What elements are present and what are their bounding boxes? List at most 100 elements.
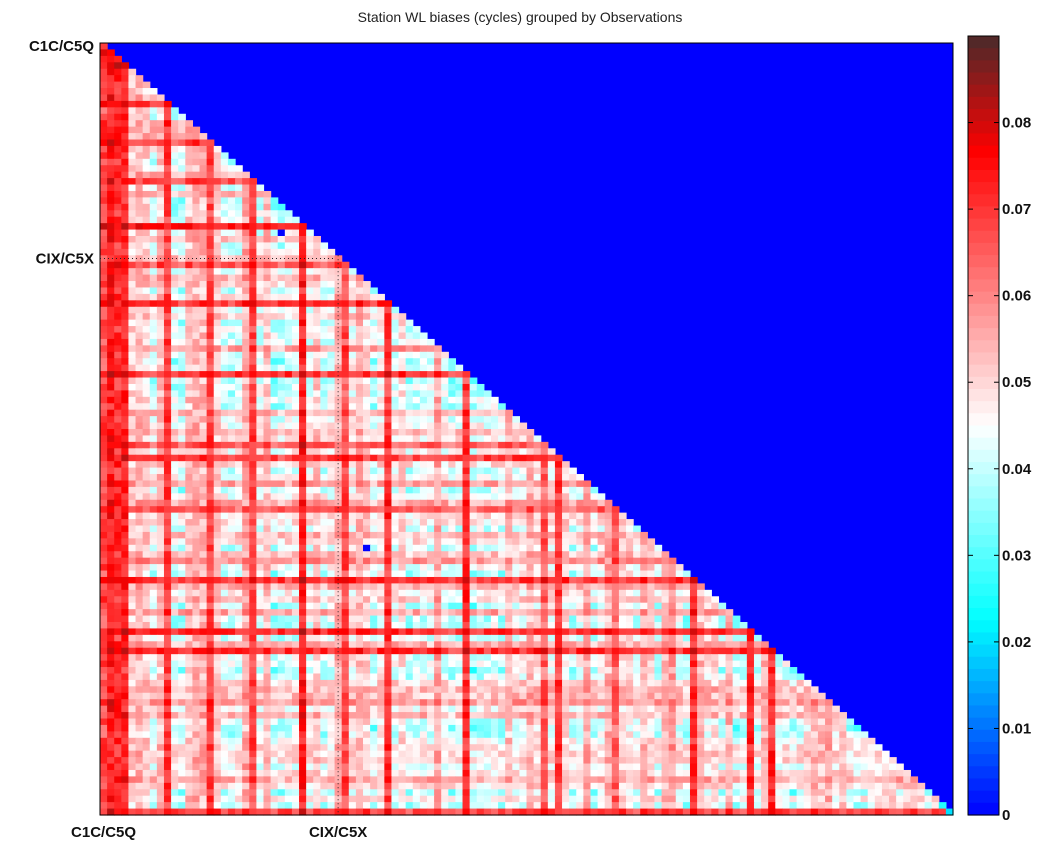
heatmap-cell xyxy=(689,647,698,655)
heatmap-cell xyxy=(299,519,307,527)
heatmap-cell xyxy=(505,667,513,675)
heatmap-cell xyxy=(554,647,563,655)
heatmap-cell xyxy=(249,319,257,327)
heatmap-cell xyxy=(398,628,407,636)
heatmap-cell xyxy=(135,538,144,546)
heatmap-cell xyxy=(178,551,186,559)
heatmap-cell xyxy=(363,499,371,507)
heatmap-cell xyxy=(206,531,215,539)
heatmap-cell xyxy=(256,647,265,655)
heatmap-cell xyxy=(384,416,393,424)
heatmap-cell xyxy=(270,628,279,636)
heatmap-cell xyxy=(341,493,350,501)
heatmap-cell xyxy=(121,634,130,642)
heatmap-cell xyxy=(114,596,122,604)
heatmap-cell xyxy=(405,396,414,404)
heatmap-cell xyxy=(370,493,378,501)
heatmap-cell xyxy=(284,403,293,411)
heatmap-cell xyxy=(128,622,137,630)
heatmap-cell xyxy=(327,673,336,681)
heatmap-cell xyxy=(455,576,464,584)
heatmap-cell xyxy=(135,133,144,141)
heatmap-cell xyxy=(220,634,229,642)
heatmap-cell xyxy=(171,480,179,488)
heatmap-cell xyxy=(192,306,201,314)
heatmap-cell xyxy=(341,506,350,514)
heatmap-cell xyxy=(291,422,300,430)
heatmap-cell xyxy=(199,448,208,456)
heatmap-cell xyxy=(682,634,691,642)
heatmap-cell xyxy=(249,461,257,469)
heatmap-cell xyxy=(220,229,229,237)
heatmap-cell xyxy=(533,519,542,527)
heatmap-cell xyxy=(441,371,449,379)
heatmap-cell xyxy=(135,461,144,469)
heatmap-cell xyxy=(199,544,208,552)
heatmap-cell xyxy=(213,223,222,231)
heatmap-cell xyxy=(640,615,648,623)
heatmap-cell xyxy=(128,628,137,636)
heatmap-cell xyxy=(576,493,584,501)
heatmap-cell xyxy=(334,422,343,430)
heatmap-cell xyxy=(235,551,243,559)
heatmap-cell xyxy=(405,332,414,340)
heatmap-cell xyxy=(291,667,300,675)
heatmap-cell xyxy=(476,506,485,514)
heatmap-cell xyxy=(291,589,300,597)
heatmap-cell xyxy=(299,371,307,379)
heatmap-cell xyxy=(185,236,194,244)
heatmap-cell xyxy=(163,364,172,372)
heatmap-cell xyxy=(263,351,272,359)
heatmap-cell xyxy=(327,300,336,308)
heatmap-cell xyxy=(348,332,357,340)
heatmap-cell xyxy=(476,544,485,552)
heatmap-cell xyxy=(220,210,229,218)
heatmap-cell xyxy=(213,519,222,527)
heatmap-cell xyxy=(142,210,151,218)
heatmap-cell xyxy=(313,332,321,340)
heatmap-cell xyxy=(213,538,222,546)
heatmap-cell xyxy=(483,512,492,520)
heatmap-cell xyxy=(121,94,130,102)
heatmap-cell xyxy=(291,499,300,507)
heatmap-cell xyxy=(135,229,144,237)
heatmap-cell xyxy=(100,351,108,359)
heatmap-cell xyxy=(114,133,122,141)
heatmap-cell xyxy=(199,261,208,269)
heatmap-cell xyxy=(107,409,115,417)
heatmap-cell xyxy=(149,126,158,134)
heatmap-cell xyxy=(235,364,243,372)
heatmap-cell xyxy=(163,576,172,584)
heatmap-cell xyxy=(412,506,421,514)
heatmap-cell xyxy=(398,667,407,675)
heatmap-cell xyxy=(114,647,122,655)
heatmap-cell xyxy=(149,557,158,565)
heatmap-cell xyxy=(476,647,485,655)
heatmap-cell xyxy=(462,615,471,623)
heatmap-cell xyxy=(306,467,314,475)
heatmap-cell xyxy=(100,435,108,443)
heatmap-cell xyxy=(370,557,378,565)
heatmap-cell xyxy=(448,377,457,385)
heatmap-cell xyxy=(114,564,122,572)
heatmap-cell xyxy=(142,326,151,334)
heatmap-cell xyxy=(498,422,506,430)
heatmap-cell xyxy=(306,441,314,449)
heatmap-cell xyxy=(640,634,648,642)
heatmap-cell xyxy=(142,133,151,141)
heatmap-cell xyxy=(263,544,272,552)
heatmap-cell xyxy=(299,236,307,244)
heatmap-cell xyxy=(121,499,130,507)
heatmap-cell xyxy=(434,435,442,443)
heatmap-cell xyxy=(583,589,592,597)
heatmap-cell xyxy=(462,583,471,591)
heatmap-cell xyxy=(618,634,627,642)
heatmap-cell xyxy=(519,525,528,533)
heatmap-cell xyxy=(498,409,506,417)
heatmap-cell xyxy=(213,654,222,662)
heatmap-cell xyxy=(270,499,279,507)
heatmap-cell xyxy=(519,660,528,668)
heatmap-cell xyxy=(476,467,485,475)
heatmap-cell xyxy=(107,126,115,134)
heatmap-cell xyxy=(135,596,144,604)
